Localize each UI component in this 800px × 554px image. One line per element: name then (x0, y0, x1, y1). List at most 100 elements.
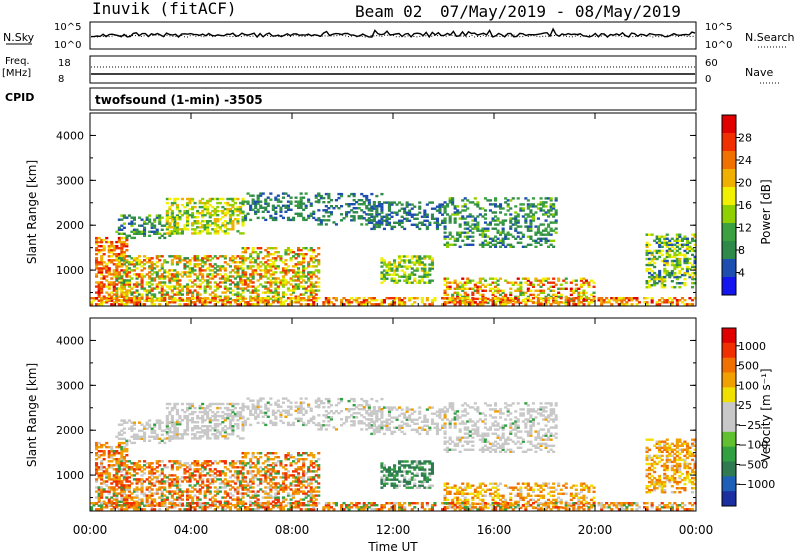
power-cell (254, 259, 258, 262)
power-cell (180, 259, 184, 262)
power-cell (542, 233, 546, 236)
power-cell (650, 233, 654, 236)
power-cell (165, 220, 169, 223)
velocity-cell (155, 502, 159, 505)
power-cell (539, 237, 543, 240)
power-cell (370, 299, 374, 302)
power-cell (461, 277, 465, 280)
velocity-cell (188, 490, 192, 493)
power-cell (110, 297, 114, 300)
power-cell (461, 239, 465, 242)
power-cell (198, 293, 202, 296)
power-cell (216, 232, 220, 235)
power-cell (488, 289, 492, 292)
power-cell (400, 299, 404, 302)
power-cell (610, 297, 614, 300)
power-cell (120, 283, 124, 286)
power-cell (529, 237, 533, 240)
velocity-cell (201, 470, 205, 473)
power-cell (549, 233, 553, 236)
power-cell (153, 271, 157, 274)
power-cell (158, 214, 162, 217)
power-cell (380, 271, 384, 274)
power-cell (552, 239, 556, 242)
power-cell (266, 263, 270, 266)
power-cell (567, 299, 571, 302)
power-cell (438, 207, 442, 210)
power-cell (534, 241, 538, 244)
power-cell (327, 301, 331, 304)
power-cell (572, 279, 576, 282)
velocity-cell (191, 486, 195, 489)
power-cell (463, 297, 467, 300)
velocity-cell (165, 437, 169, 440)
velocity-cell (143, 433, 147, 436)
power-cell (150, 283, 154, 286)
power-cell (435, 205, 439, 208)
power-cell (519, 283, 523, 286)
power-cell (668, 243, 672, 246)
velocity-cell (122, 419, 126, 422)
velocity-cell (163, 498, 167, 501)
power-cell (393, 259, 397, 262)
power-cell (463, 231, 467, 234)
velocity-cell (236, 466, 240, 469)
power-cell (188, 303, 192, 306)
power-cell (264, 202, 268, 205)
nsearch-tick-top: 10^5 (705, 22, 732, 33)
power-cell (524, 197, 528, 200)
power-cell (95, 259, 99, 262)
velocity-cell (208, 482, 212, 485)
power-cell (660, 301, 664, 304)
power-cell (494, 235, 498, 238)
velocity-cell (145, 486, 149, 489)
velocity-cell (120, 492, 124, 495)
power-cell (400, 221, 404, 224)
power-cell (160, 224, 164, 227)
power-cell (428, 303, 432, 306)
power-cell (680, 253, 684, 257)
velocity-cell (127, 468, 131, 471)
velocity-cell (226, 427, 230, 430)
power-cell (650, 277, 654, 281)
power-cell (653, 271, 657, 275)
power-cell (590, 279, 594, 282)
power-cell (322, 209, 326, 212)
power-cell (246, 285, 250, 288)
velocity-cell (216, 410, 220, 414)
velocity-cell (105, 476, 109, 479)
power-cell (612, 297, 616, 300)
power-cell (408, 261, 412, 264)
power-cell (168, 295, 172, 298)
velocity-cell (233, 414, 237, 418)
velocity-cell (203, 504, 207, 507)
velocity-cell (213, 468, 217, 471)
power-cell (173, 279, 177, 282)
velocity-cell (221, 429, 225, 432)
power-cell (501, 221, 505, 224)
power-cell (206, 226, 210, 229)
power-cell (544, 201, 548, 204)
power-cell (658, 237, 662, 240)
power-colorbar-tick-label: 16 (738, 199, 752, 212)
power-cell (218, 267, 222, 270)
power-cell (524, 225, 528, 228)
power-cell (443, 291, 447, 294)
power-cell (143, 228, 147, 231)
power-cell (665, 259, 669, 263)
velocity-cell (122, 474, 126, 477)
power-cell (423, 269, 427, 272)
power-cell (317, 192, 321, 196)
power-cell (504, 303, 508, 306)
power-cell (312, 297, 316, 300)
power-cell (165, 212, 169, 215)
power-cell (112, 269, 116, 272)
velocity-cell (198, 417, 202, 420)
power-cell (531, 239, 535, 242)
power-cell (191, 295, 195, 298)
velocity-cell (165, 490, 169, 493)
power-cell (140, 261, 144, 264)
power-cell (228, 287, 232, 290)
power-cell (105, 291, 109, 294)
power-cell (501, 291, 505, 294)
